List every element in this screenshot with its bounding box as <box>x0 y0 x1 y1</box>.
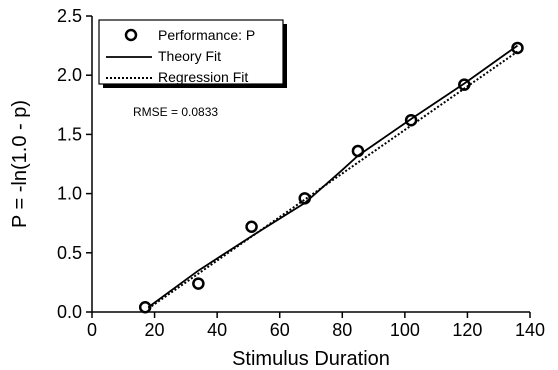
data-point <box>192 277 205 290</box>
y-tick-label: 0.5 <box>57 243 82 263</box>
data-point <box>404 113 418 127</box>
x-tick-label: 100 <box>390 320 420 340</box>
data-point <box>511 41 524 55</box>
series-layer <box>138 41 524 314</box>
x-tick-label: 80 <box>332 320 352 340</box>
y-tick-label: 2.0 <box>57 65 82 85</box>
regression-fit-line <box>147 50 519 310</box>
y-tick-label: 0.0 <box>57 302 82 322</box>
y-axis-ticks: 0.0 0.5 1.0 1.5 2.0 2.5 <box>57 6 92 322</box>
x-tick-label: 0 <box>87 320 97 340</box>
data-point <box>138 301 152 314</box>
data-point <box>298 192 311 205</box>
y-tick-label: 1.0 <box>57 184 82 204</box>
legend: Performance: P Theory Fit Regression Fit <box>98 19 287 88</box>
x-axis-title: Stimulus Duration <box>232 348 390 370</box>
x-tick-label: 60 <box>270 320 290 340</box>
x-tick-label: 120 <box>452 320 482 340</box>
x-axis-ticks: 0 20 40 60 80 100 120 140 <box>87 312 545 340</box>
legend-label-performance: Performance: P <box>158 27 255 43</box>
legend-label-theory: Theory Fit <box>158 48 221 64</box>
data-point <box>245 220 258 234</box>
data-point <box>351 144 365 158</box>
data-point <box>458 78 471 91</box>
legend-marker-performance <box>124 28 138 42</box>
x-tick-label: 40 <box>207 320 227 340</box>
y-tick-label: 2.5 <box>57 6 82 26</box>
y-tick-label: 1.5 <box>57 124 82 144</box>
legend-label-regression: Regression Fit <box>158 69 248 85</box>
y-axis-title: P = -ln(1.0 - p) <box>9 100 31 228</box>
x-tick-label: 140 <box>515 320 545 340</box>
theory-fit-line <box>147 44 519 308</box>
rmse-annotation: RMSE = 0.0833 <box>133 105 218 119</box>
x-tick-label: 20 <box>145 320 165 340</box>
axes: 0 20 40 60 80 100 120 140 0.0 0.5 1.0 1.5 2.0 2.5 <box>57 6 545 340</box>
